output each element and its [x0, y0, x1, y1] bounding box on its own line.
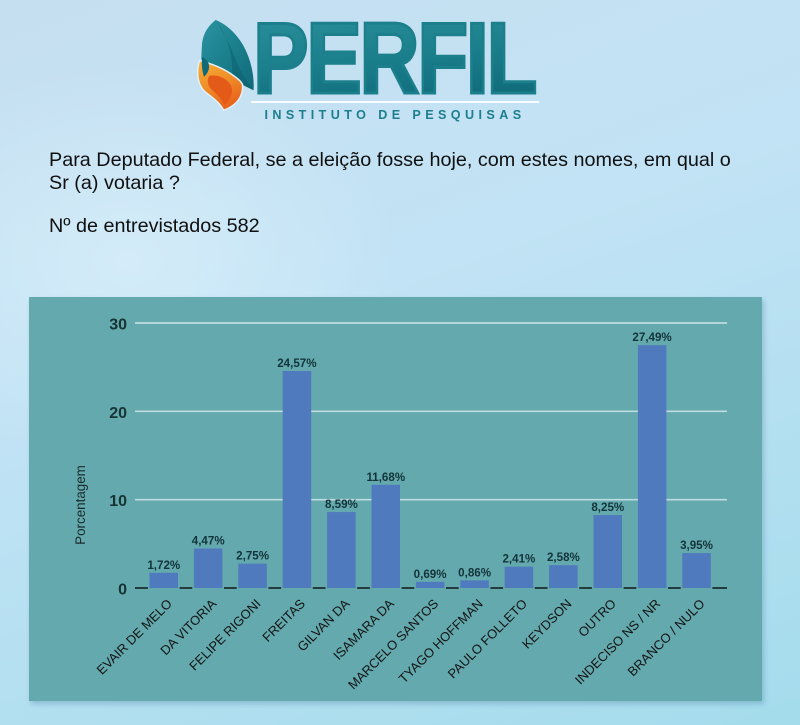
- svg-text:0: 0: [118, 582, 127, 599]
- svg-text:PERFIL: PERFIL: [253, 14, 535, 115]
- svg-text:1,72%: 1,72%: [147, 559, 180, 572]
- svg-text:OUTRO: OUTRO: [575, 596, 619, 640]
- svg-text:INDECISO NS / NR: INDECISO NS / NR: [572, 596, 663, 687]
- svg-text:2,41%: 2,41%: [502, 553, 535, 566]
- svg-text:20: 20: [109, 405, 127, 422]
- svg-text:INSTITUTO DE PESQUISAS: INSTITUTO DE PESQUISAS: [264, 108, 525, 122]
- svg-text:8,59%: 8,59%: [325, 498, 358, 511]
- svg-text:30: 30: [109, 317, 127, 334]
- svg-text:8,25%: 8,25%: [591, 501, 624, 514]
- svg-text:10: 10: [109, 493, 127, 510]
- svg-text:24,57%: 24,57%: [277, 357, 316, 370]
- svg-text:EVAIR DE MELO: EVAIR DE MELO: [93, 596, 174, 677]
- svg-text:TYAGO HOFFMAN: TYAGO HOFFMAN: [396, 596, 486, 686]
- svg-text:BRANCO / NULO: BRANCO / NULO: [624, 596, 707, 679]
- svg-text:Porcentagem: Porcentagem: [73, 465, 88, 545]
- svg-text:0,86%: 0,86%: [458, 566, 491, 579]
- svg-text:3,95%: 3,95%: [680, 539, 713, 552]
- svg-text:11,68%: 11,68%: [366, 471, 405, 484]
- svg-text:2,58%: 2,58%: [547, 551, 580, 564]
- svg-text:2,75%: 2,75%: [236, 550, 269, 563]
- svg-text:0,69%: 0,69%: [414, 568, 447, 581]
- svg-text:27,49%: 27,49%: [632, 331, 671, 344]
- svg-text:4,47%: 4,47%: [192, 535, 225, 548]
- svg-text:PAULO FOLLETO: PAULO FOLLETO: [445, 596, 530, 681]
